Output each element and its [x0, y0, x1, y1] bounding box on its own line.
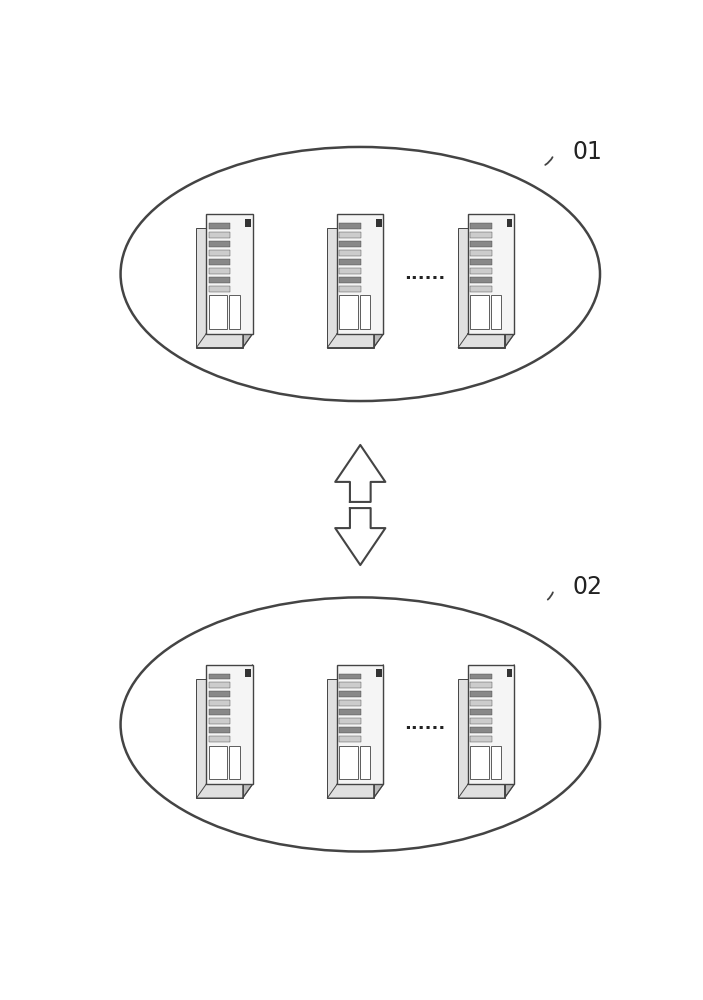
- Polygon shape: [328, 334, 383, 348]
- Polygon shape: [243, 214, 252, 348]
- Text: ......: ......: [404, 265, 446, 283]
- Bar: [470, 700, 492, 706]
- Bar: [340, 232, 361, 238]
- Polygon shape: [458, 784, 515, 798]
- Bar: [209, 718, 231, 724]
- Bar: [340, 674, 361, 679]
- Bar: [470, 268, 492, 274]
- Bar: [209, 674, 231, 679]
- Bar: [470, 250, 492, 256]
- Bar: [206, 214, 252, 334]
- Bar: [229, 746, 240, 779]
- Bar: [209, 295, 227, 329]
- Bar: [209, 250, 231, 256]
- Bar: [340, 241, 361, 247]
- Bar: [209, 700, 231, 706]
- Bar: [340, 736, 361, 742]
- Bar: [470, 718, 492, 724]
- Bar: [209, 691, 231, 697]
- Bar: [470, 232, 492, 238]
- Polygon shape: [196, 784, 252, 798]
- Bar: [209, 682, 231, 688]
- Bar: [470, 727, 492, 733]
- Bar: [245, 219, 251, 227]
- Bar: [361, 746, 370, 779]
- Text: 01: 01: [573, 140, 602, 164]
- Bar: [209, 286, 231, 292]
- Bar: [209, 277, 231, 283]
- Bar: [245, 669, 251, 677]
- Text: 02: 02: [573, 575, 602, 599]
- Polygon shape: [373, 214, 383, 348]
- Bar: [340, 691, 361, 697]
- Bar: [470, 241, 492, 247]
- Ellipse shape: [121, 147, 600, 401]
- Polygon shape: [505, 214, 515, 348]
- Bar: [337, 214, 383, 334]
- Bar: [209, 241, 231, 247]
- Bar: [376, 669, 382, 677]
- Bar: [458, 228, 505, 348]
- Bar: [470, 295, 489, 329]
- Bar: [229, 295, 240, 329]
- Bar: [196, 679, 243, 798]
- Bar: [491, 295, 501, 329]
- Bar: [340, 268, 361, 274]
- Bar: [340, 682, 361, 688]
- Bar: [507, 219, 512, 227]
- Bar: [491, 746, 501, 779]
- Polygon shape: [505, 665, 515, 798]
- Bar: [470, 259, 492, 265]
- Polygon shape: [243, 665, 252, 798]
- Text: ......: ......: [404, 715, 446, 733]
- Bar: [340, 746, 358, 779]
- Polygon shape: [458, 334, 515, 348]
- Polygon shape: [335, 508, 385, 565]
- Bar: [209, 736, 231, 742]
- Ellipse shape: [121, 597, 600, 852]
- Bar: [340, 259, 361, 265]
- Bar: [209, 232, 231, 238]
- Bar: [470, 223, 492, 229]
- Bar: [470, 682, 492, 688]
- Bar: [209, 709, 231, 715]
- Bar: [337, 665, 383, 784]
- Bar: [470, 736, 492, 742]
- Bar: [209, 727, 231, 733]
- Bar: [340, 709, 361, 715]
- Bar: [209, 268, 231, 274]
- Bar: [328, 228, 373, 348]
- Bar: [470, 691, 492, 697]
- Bar: [376, 219, 382, 227]
- Bar: [470, 709, 492, 715]
- Bar: [209, 746, 227, 779]
- Bar: [340, 718, 361, 724]
- Bar: [340, 223, 361, 229]
- Bar: [206, 665, 252, 784]
- Polygon shape: [328, 784, 383, 798]
- Bar: [340, 286, 361, 292]
- Bar: [458, 679, 505, 798]
- Bar: [340, 700, 361, 706]
- Bar: [468, 214, 515, 334]
- Bar: [468, 665, 515, 784]
- Bar: [507, 669, 512, 677]
- Bar: [470, 286, 492, 292]
- Bar: [340, 250, 361, 256]
- Bar: [340, 295, 358, 329]
- Polygon shape: [335, 445, 385, 502]
- Bar: [328, 679, 373, 798]
- Polygon shape: [373, 665, 383, 798]
- Bar: [340, 727, 361, 733]
- Bar: [361, 295, 370, 329]
- Bar: [340, 277, 361, 283]
- Bar: [470, 746, 489, 779]
- Bar: [209, 223, 231, 229]
- Bar: [209, 259, 231, 265]
- Polygon shape: [196, 334, 252, 348]
- Bar: [470, 674, 492, 679]
- Bar: [196, 228, 243, 348]
- Bar: [470, 277, 492, 283]
